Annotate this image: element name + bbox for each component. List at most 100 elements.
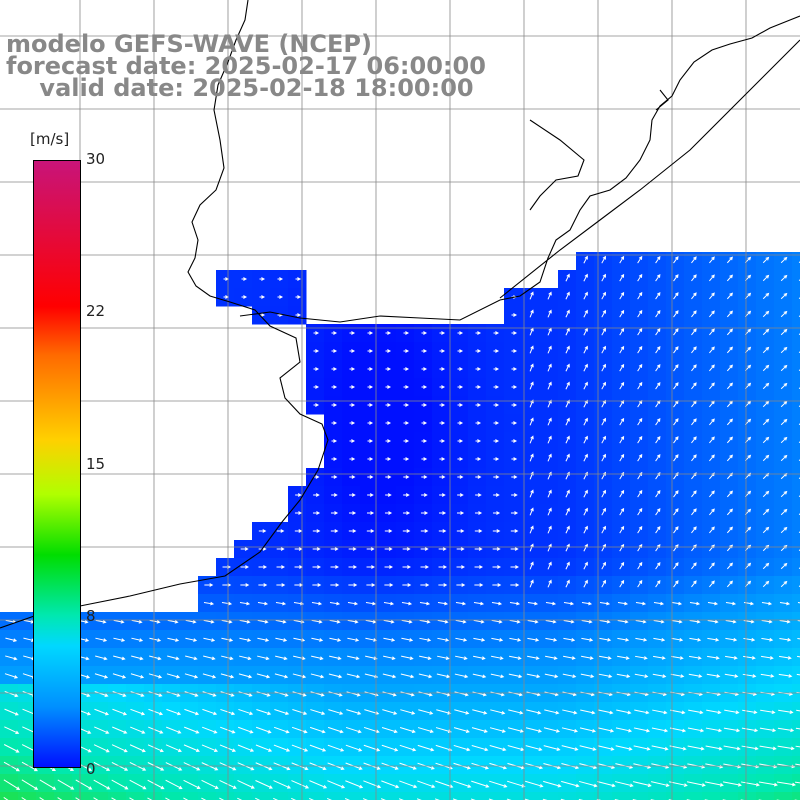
wind-arrow bbox=[5, 655, 18, 661]
wind-arrow bbox=[420, 565, 429, 569]
wind-arrow bbox=[780, 328, 788, 336]
wind-arrow bbox=[707, 601, 719, 606]
wind-arrow bbox=[348, 583, 358, 587]
wind-arrow bbox=[363, 744, 381, 752]
wind-arrow bbox=[400, 709, 416, 715]
wind-arrow bbox=[724, 709, 740, 715]
wind-arrow bbox=[403, 457, 410, 461]
wind-arrow bbox=[583, 453, 588, 462]
wind-arrow bbox=[457, 349, 464, 353]
wind-arrow bbox=[511, 331, 518, 335]
wind-arrow bbox=[510, 529, 519, 533]
wind-arrow bbox=[706, 709, 722, 715]
wind-cell bbox=[756, 792, 775, 800]
wind-arrow bbox=[221, 655, 234, 661]
wind-arrow bbox=[420, 511, 429, 515]
wind-arrow bbox=[381, 744, 399, 752]
wind-arrow bbox=[615, 727, 633, 733]
wind-cell bbox=[792, 774, 800, 793]
wind-arrow bbox=[129, 744, 146, 753]
wind-arrow bbox=[475, 421, 482, 425]
wind-arrow bbox=[329, 655, 342, 661]
wind-arrow bbox=[39, 779, 57, 790]
wind-arrow bbox=[601, 561, 606, 570]
wind-arrow bbox=[726, 436, 733, 444]
wind-arrow bbox=[327, 780, 346, 789]
wind-arrow bbox=[94, 726, 110, 734]
wind-arrow bbox=[601, 345, 606, 354]
wind-arrow bbox=[237, 744, 255, 752]
wind-arrow bbox=[275, 637, 288, 642]
wind-arrow bbox=[780, 400, 788, 408]
wind-arrow bbox=[493, 403, 500, 407]
wind-arrow bbox=[527, 637, 540, 642]
wind-arrow bbox=[691, 436, 697, 444]
wind-arrow bbox=[597, 745, 615, 751]
wind-arrow bbox=[241, 277, 248, 281]
wind-arrow bbox=[457, 493, 464, 497]
wind-arrow bbox=[691, 526, 697, 534]
wind-arrow bbox=[94, 673, 109, 679]
wind-arrow bbox=[709, 418, 715, 426]
wind-arrow bbox=[759, 745, 777, 751]
wind-arrow bbox=[655, 490, 661, 498]
wind-arrow bbox=[688, 709, 704, 715]
wind-arrow bbox=[493, 331, 500, 335]
wind-arrow bbox=[579, 727, 597, 733]
wind-arrow bbox=[709, 580, 715, 588]
wind-arrow bbox=[778, 673, 793, 678]
wind-arrow bbox=[454, 673, 469, 679]
colorbar bbox=[33, 160, 81, 768]
wind-arrow bbox=[349, 349, 356, 353]
wind-arrow bbox=[635, 601, 647, 606]
wind-arrow bbox=[457, 457, 464, 461]
wind-arrow bbox=[619, 291, 625, 300]
wind-arrow bbox=[131, 637, 144, 642]
wind-arrow bbox=[742, 709, 758, 715]
wind-arrow bbox=[565, 507, 570, 516]
wind-arrow bbox=[686, 781, 706, 787]
wind-arrow bbox=[493, 439, 500, 443]
wind-arrow bbox=[313, 331, 320, 335]
wind-arrow bbox=[655, 454, 661, 462]
wind-arrow bbox=[294, 529, 303, 533]
wind-arrow bbox=[673, 418, 679, 426]
wind-arrow bbox=[456, 511, 465, 515]
wind-arrow bbox=[384, 547, 393, 551]
wind-arrow bbox=[637, 453, 643, 462]
wind-arrow bbox=[616, 709, 632, 715]
wind-arrow bbox=[691, 418, 697, 426]
wind-arrow bbox=[421, 385, 428, 389]
wind-cell bbox=[162, 792, 181, 800]
wind-arrow bbox=[311, 655, 324, 661]
wind-arrow bbox=[348, 529, 357, 533]
wind-arrow bbox=[598, 709, 614, 715]
wind-arrow bbox=[547, 345, 552, 354]
wind-arrow bbox=[511, 313, 518, 317]
wind-arrow bbox=[256, 691, 271, 697]
wind-arrow bbox=[385, 493, 392, 497]
wind-arrow bbox=[489, 727, 506, 733]
wind-arrow bbox=[329, 601, 341, 606]
wind-arrow bbox=[619, 309, 625, 318]
wind-arrow bbox=[565, 309, 570, 318]
wind-arrow bbox=[439, 439, 446, 443]
wind-arrow bbox=[493, 385, 500, 389]
wind-arrow bbox=[349, 475, 356, 479]
wind-arrow bbox=[130, 691, 145, 697]
wind-arrow bbox=[529, 345, 534, 354]
wind-arrow bbox=[563, 619, 575, 624]
wind-arrow bbox=[331, 367, 338, 371]
wind-arrow bbox=[726, 508, 733, 516]
wind-arrow bbox=[565, 417, 570, 426]
wind-arrow bbox=[509, 637, 522, 642]
wind-arrow bbox=[673, 580, 679, 588]
wind-cell bbox=[792, 432, 800, 451]
wind-arrow bbox=[562, 673, 577, 679]
wind-arrow bbox=[309, 744, 327, 752]
wind-arrow bbox=[166, 726, 182, 734]
wind-arrow bbox=[385, 439, 392, 443]
wind-arrow bbox=[455, 655, 468, 660]
wind-arrow bbox=[39, 797, 45, 800]
wind-arrow bbox=[111, 744, 128, 753]
